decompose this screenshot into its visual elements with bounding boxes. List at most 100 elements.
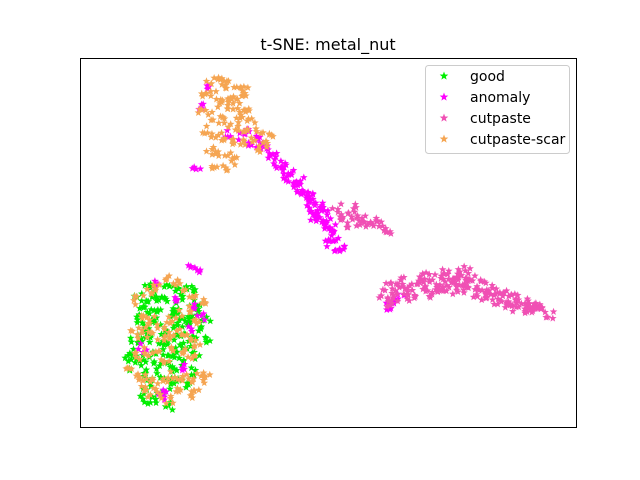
data-point bbox=[201, 106, 210, 114]
data-point bbox=[313, 206, 322, 214]
data-point bbox=[270, 159, 278, 167]
data-point bbox=[140, 343, 149, 351]
data-point bbox=[330, 236, 338, 245]
data-point bbox=[178, 366, 187, 374]
data-point bbox=[520, 304, 529, 313]
data-point bbox=[180, 360, 189, 368]
data-point bbox=[468, 276, 477, 285]
data-point bbox=[230, 153, 239, 161]
data-point bbox=[303, 189, 312, 197]
data-point bbox=[163, 340, 172, 348]
data-point bbox=[262, 137, 270, 145]
data-point bbox=[163, 297, 171, 305]
data-point bbox=[140, 389, 148, 398]
data-point bbox=[460, 262, 468, 270]
data-point bbox=[178, 376, 187, 384]
data-point bbox=[461, 266, 470, 274]
data-point bbox=[169, 331, 178, 339]
data-point bbox=[153, 387, 161, 396]
data-point bbox=[259, 138, 267, 146]
data-point bbox=[244, 141, 253, 149]
data-point bbox=[240, 137, 248, 145]
data-point bbox=[356, 220, 364, 229]
data-point bbox=[349, 204, 358, 212]
data-point bbox=[284, 170, 293, 178]
data-point bbox=[157, 394, 166, 402]
data-point bbox=[206, 336, 214, 345]
data-point bbox=[229, 99, 237, 107]
data-point bbox=[126, 349, 134, 357]
data-point bbox=[176, 325, 184, 333]
data-point bbox=[143, 297, 151, 306]
data-point bbox=[137, 334, 146, 342]
data-point bbox=[147, 305, 156, 313]
data-point bbox=[175, 306, 183, 314]
data-point bbox=[241, 140, 249, 148]
data-point bbox=[143, 333, 152, 341]
data-point bbox=[160, 340, 168, 349]
data-point bbox=[151, 284, 160, 292]
data-point bbox=[178, 349, 187, 357]
data-point bbox=[373, 216, 382, 225]
data-point bbox=[166, 363, 175, 371]
data-point bbox=[469, 293, 478, 301]
data-point bbox=[139, 291, 148, 299]
data-point bbox=[136, 339, 145, 348]
data-point bbox=[318, 199, 327, 207]
data-point bbox=[170, 335, 178, 344]
data-point bbox=[330, 247, 339, 255]
data-point bbox=[437, 274, 445, 282]
data-point bbox=[441, 277, 449, 286]
data-point bbox=[163, 377, 172, 386]
data-point bbox=[252, 143, 261, 151]
data-point bbox=[388, 289, 396, 297]
data-point bbox=[252, 124, 260, 132]
data-point bbox=[165, 328, 173, 336]
data-point bbox=[149, 281, 158, 289]
series-cutpaste-scar bbox=[122, 73, 277, 407]
data-point bbox=[147, 382, 155, 390]
data-point bbox=[517, 299, 526, 307]
data-point bbox=[287, 169, 295, 177]
data-point bbox=[184, 312, 193, 320]
data-point bbox=[317, 206, 326, 214]
data-point bbox=[175, 354, 183, 362]
data-point bbox=[388, 284, 397, 292]
data-point bbox=[168, 317, 176, 325]
data-point bbox=[199, 100, 207, 108]
data-point bbox=[188, 327, 196, 335]
data-point bbox=[279, 174, 288, 182]
data-point bbox=[127, 364, 136, 373]
data-point bbox=[194, 326, 203, 335]
data-point bbox=[159, 345, 167, 353]
data-point bbox=[151, 395, 160, 403]
data-point bbox=[534, 304, 542, 313]
plot-area-frame bbox=[80, 58, 577, 428]
data-point bbox=[168, 405, 177, 414]
data-point bbox=[208, 150, 216, 158]
data-point bbox=[272, 149, 281, 157]
data-point bbox=[199, 295, 208, 303]
data-point bbox=[190, 348, 199, 356]
data-point bbox=[207, 79, 215, 88]
data-point bbox=[302, 191, 311, 200]
data-point bbox=[168, 352, 177, 360]
data-point bbox=[530, 300, 539, 308]
data-point bbox=[185, 318, 194, 326]
data-point bbox=[152, 347, 160, 355]
data-point bbox=[178, 343, 187, 352]
data-point bbox=[141, 323, 150, 331]
data-point bbox=[141, 327, 150, 335]
data-point bbox=[471, 271, 479, 280]
data-point bbox=[176, 290, 185, 298]
data-point bbox=[121, 353, 129, 362]
data-point bbox=[524, 296, 532, 305]
data-point bbox=[295, 179, 304, 187]
data-point bbox=[414, 276, 423, 285]
data-point bbox=[203, 85, 212, 93]
data-point bbox=[190, 300, 199, 308]
data-point bbox=[169, 399, 177, 407]
data-point bbox=[361, 211, 370, 220]
data-point bbox=[154, 296, 163, 304]
data-point bbox=[160, 333, 168, 342]
